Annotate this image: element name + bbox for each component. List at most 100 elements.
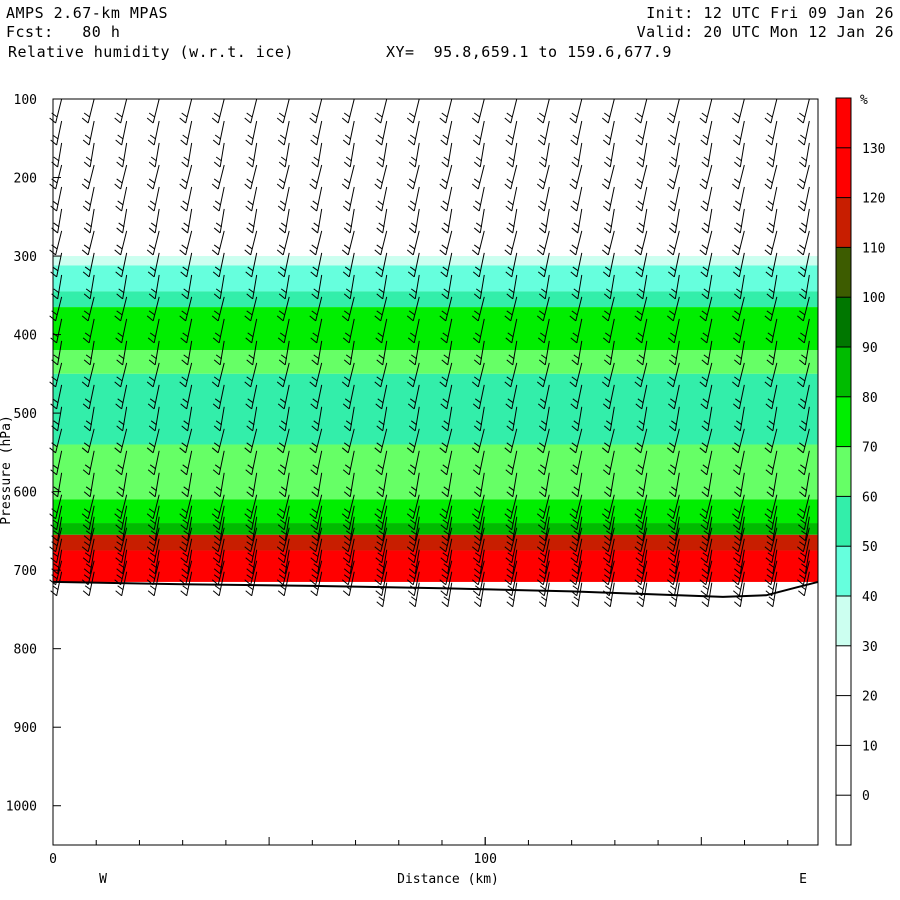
wind-barb-staff [608, 318, 615, 343]
wind-barb-flag [669, 508, 676, 514]
wind-barb-staff [121, 186, 128, 212]
wind-barb-flag [180, 524, 188, 531]
wind-barb-flag [213, 293, 221, 300]
wind-barb-staff [380, 362, 388, 387]
wind-barb-flag [475, 354, 483, 360]
wind-barb-flag [671, 420, 678, 426]
wind-barb-flag [407, 524, 415, 531]
wind-barb-flag [376, 161, 384, 168]
wind-barb-flag [280, 563, 288, 569]
wind-barb-flag [313, 563, 320, 569]
wind-barb-flag [408, 310, 416, 316]
wind-barb-flag [312, 519, 319, 525]
wind-barb-flag [118, 222, 125, 228]
wind-barb-flag [703, 156, 710, 162]
wind-barb-flag [636, 535, 644, 542]
wind-barb-flag [798, 271, 805, 278]
wind-barb-flag [471, 579, 479, 586]
wind-barb-staff [609, 274, 615, 299]
wind-barb-flag [538, 227, 546, 234]
wind-barb-flag [344, 134, 352, 140]
wind-barb-staff [802, 560, 810, 585]
wind-barb-flag [181, 293, 189, 300]
wind-barb-flag [376, 244, 383, 250]
wind-barb-flag [768, 486, 775, 492]
wind-barb-flag [473, 161, 481, 168]
wind-barb-flag [309, 249, 317, 256]
wind-barb-flag [703, 596, 710, 602]
wind-barb-flag [732, 579, 739, 586]
wind-barb-flag [247, 134, 254, 140]
wind-barb-flag [345, 288, 353, 294]
wind-barb-flag [471, 183, 479, 190]
wind-barb-flag [375, 403, 383, 410]
wind-barb-staff [447, 549, 453, 574]
wind-barb-flag [279, 552, 287, 558]
wind-barb-flag [84, 552, 91, 558]
wind-barb-staff [446, 450, 453, 475]
wind-barb-flag [278, 574, 286, 580]
wind-barb-staff [283, 571, 290, 596]
wind-barb-flag [84, 332, 91, 338]
wind-barb-staff [478, 120, 485, 146]
wind-barb-flag [408, 491, 416, 498]
wind-barb-staff [803, 384, 810, 409]
wind-barb-flag [767, 266, 774, 272]
wind-barb-flag [604, 541, 611, 547]
wind-barb-flag [278, 491, 286, 498]
wind-barb-flag [766, 310, 773, 316]
wind-barb-flag [83, 359, 91, 366]
wind-barb-flag [702, 585, 709, 591]
wind-barb-flag [538, 376, 546, 382]
wind-barb-flag [702, 134, 709, 140]
wind-barb-staff [772, 472, 778, 497]
wind-barb-staff [120, 296, 128, 322]
wind-barb-flag [148, 293, 156, 300]
wind-barb-flag [474, 332, 482, 338]
wind-barb-flag [345, 563, 353, 569]
wind-barb-staff [479, 549, 485, 574]
wind-barb-staff [544, 274, 550, 299]
wind-barb-flag [736, 596, 743, 602]
wind-barb-flag [148, 491, 156, 498]
wind-barb-staff [381, 252, 388, 278]
wind-barb-staff [154, 274, 160, 299]
wind-barb-flag [504, 513, 512, 520]
wind-barb-staff [413, 450, 420, 475]
colorbar-tick-label: 50 [862, 540, 878, 555]
wind-barb-flag [537, 139, 545, 146]
wind-barb-staff [510, 230, 518, 256]
wind-barb-flag [768, 156, 775, 162]
wind-barb-flag [766, 508, 773, 514]
wind-barb-flag [767, 519, 774, 525]
wind-barb-flag [246, 574, 253, 580]
wind-barb-flag [406, 447, 414, 454]
wind-barb-flag [538, 310, 546, 316]
wind-barb-staff [186, 186, 193, 212]
wind-barb-staff [576, 450, 583, 475]
wind-barb-flag [506, 425, 514, 432]
wind-barb-flag [671, 563, 678, 569]
wind-barb-staff [447, 208, 453, 234]
wind-barb-staff [608, 450, 615, 475]
wind-barb-staff [739, 142, 745, 168]
wind-barb-flag [409, 266, 417, 272]
wind-barb-flag [344, 266, 352, 272]
wind-barb-flag [116, 359, 123, 366]
wind-barb-flag [179, 117, 187, 124]
wind-barb-flag [638, 530, 645, 536]
wind-barb-staff [706, 384, 713, 409]
wind-barb-flag [605, 585, 612, 591]
wind-barb-flag [408, 601, 416, 608]
wind-barb-staff [802, 362, 810, 387]
wind-barb-flag [571, 508, 578, 514]
wind-barb-flag [408, 359, 416, 366]
wind-barb-staff [381, 450, 388, 475]
wind-barb-flag [342, 557, 350, 564]
wind-barb-staff [187, 406, 193, 431]
wind-barb-flag [766, 293, 774, 300]
wind-barb-staff [542, 98, 550, 124]
wind-barb-flag [571, 491, 579, 498]
wind-barb-staff [152, 362, 160, 387]
wind-barb-flag [279, 332, 287, 338]
